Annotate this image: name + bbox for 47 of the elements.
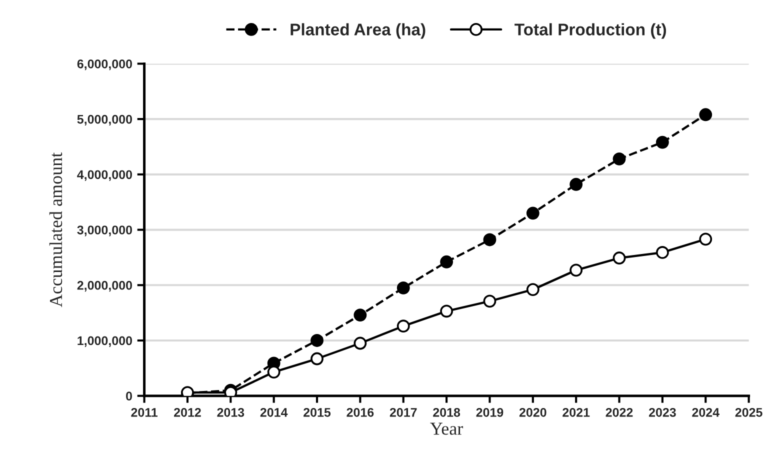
- y-tick-label: 3,000,000: [77, 226, 132, 236]
- x-tick-label: 2019: [476, 408, 504, 417]
- point: [699, 108, 712, 122]
- x-tick-label: 2023: [648, 408, 676, 417]
- point: [267, 366, 280, 379]
- y-tick-label: 6,000,000: [77, 60, 132, 70]
- x-tick-label: 2014: [260, 408, 288, 417]
- x-tick-label: 2016: [346, 408, 374, 417]
- x-tick-label: 2020: [519, 408, 546, 417]
- legend-label: Planted Area (ha): [290, 23, 426, 39]
- point: [310, 352, 324, 366]
- y-tick-label: 2,000,000: [77, 280, 132, 292]
- point: [483, 233, 496, 246]
- point: [396, 281, 410, 294]
- x-axis-title: Year: [430, 422, 464, 435]
- y-tick-label: 4,000,000: [77, 170, 132, 181]
- x-tick-label: 2017: [390, 408, 417, 417]
- point: [656, 246, 669, 259]
- point: [396, 320, 410, 333]
- x-tick-label: 2018: [433, 408, 460, 417]
- y-axis-title: Accumulated amount: [49, 152, 62, 308]
- x-tick-label: 2021: [562, 408, 590, 417]
- y-tick-label: 1,000,000: [78, 336, 132, 347]
- point: [310, 334, 324, 347]
- point: [570, 178, 583, 191]
- point: [526, 206, 540, 220]
- point: [612, 252, 626, 264]
- x-tick-label: 2013: [217, 408, 244, 417]
- x-tick-label: 2022: [606, 408, 633, 417]
- x-tick-label: 2015: [304, 408, 331, 417]
- x-tick-label: 2011: [131, 408, 158, 417]
- y-tick-label: 5,000,000: [77, 114, 132, 126]
- x-tick-label: 2025: [735, 408, 762, 417]
- x-tick-label: 2024: [692, 408, 720, 417]
- point: [656, 136, 669, 149]
- point: [440, 304, 454, 318]
- y-tick-label: 0: [126, 392, 132, 400]
- legend-label: Total Production (t): [514, 23, 666, 39]
- point: [354, 308, 367, 322]
- point: [699, 232, 712, 246]
- point: [570, 264, 583, 277]
- point: [483, 294, 496, 308]
- point: [440, 255, 454, 268]
- x-tick-label: 2012: [174, 408, 201, 417]
- point: [612, 152, 626, 166]
- point: [526, 283, 540, 296]
- point: [354, 336, 367, 350]
